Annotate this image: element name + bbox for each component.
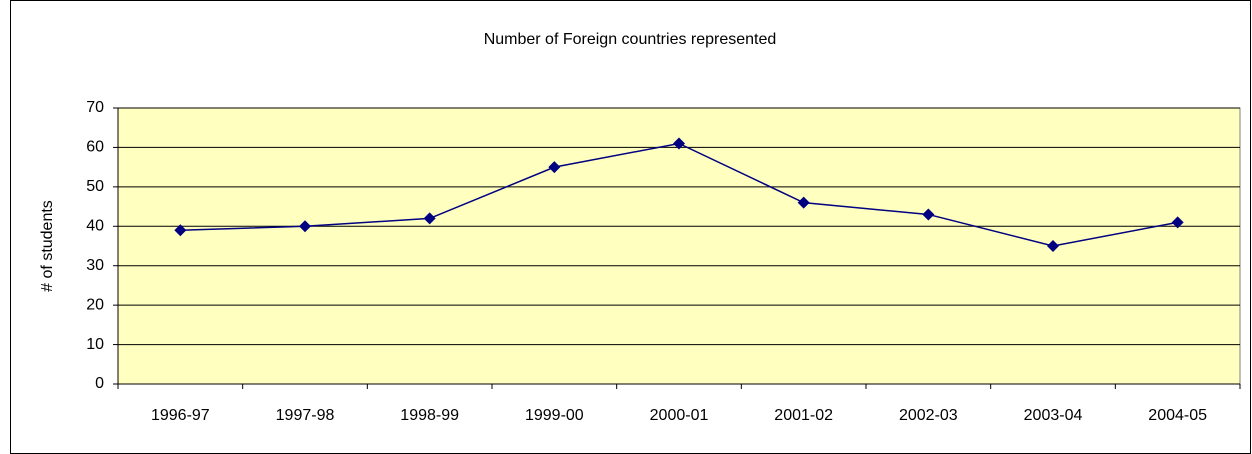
x-tick-label: 2003-04 bbox=[1024, 407, 1083, 424]
y-tick-label: 30 bbox=[86, 257, 104, 274]
y-tick-label: 40 bbox=[86, 218, 104, 235]
x-tick-label: 1996-97 bbox=[151, 407, 210, 424]
x-tick-label: 1999-00 bbox=[525, 407, 584, 424]
data-marker bbox=[797, 196, 810, 209]
x-tick-label: 2004-05 bbox=[1148, 407, 1207, 424]
y-tick-label: 50 bbox=[86, 178, 104, 195]
y-tick-label: 20 bbox=[86, 296, 104, 313]
x-tick-label: 2000-01 bbox=[650, 407, 709, 424]
y-tick-label: 0 bbox=[95, 375, 104, 392]
x-tick-label: 1997-98 bbox=[276, 407, 335, 424]
data-marker bbox=[548, 161, 561, 174]
y-tick-label: 60 bbox=[86, 139, 104, 156]
data-marker bbox=[922, 208, 935, 221]
data-marker bbox=[299, 220, 311, 233]
y-tick-label: 10 bbox=[86, 336, 104, 353]
data-marker bbox=[673, 137, 685, 150]
x-tick-label: 2001-02 bbox=[774, 407, 833, 424]
x-tick-label: 1998-99 bbox=[400, 407, 459, 424]
y-tick-label: 70 bbox=[86, 99, 104, 116]
x-tick-label: 2002-03 bbox=[899, 407, 958, 424]
data-marker bbox=[174, 224, 187, 237]
chart-title: Number of Foreign countries represented bbox=[484, 31, 777, 48]
data-marker bbox=[1047, 240, 1059, 252]
data-marker bbox=[423, 212, 436, 225]
y-axis-label: # of students bbox=[39, 200, 56, 292]
data-marker bbox=[1171, 216, 1184, 229]
